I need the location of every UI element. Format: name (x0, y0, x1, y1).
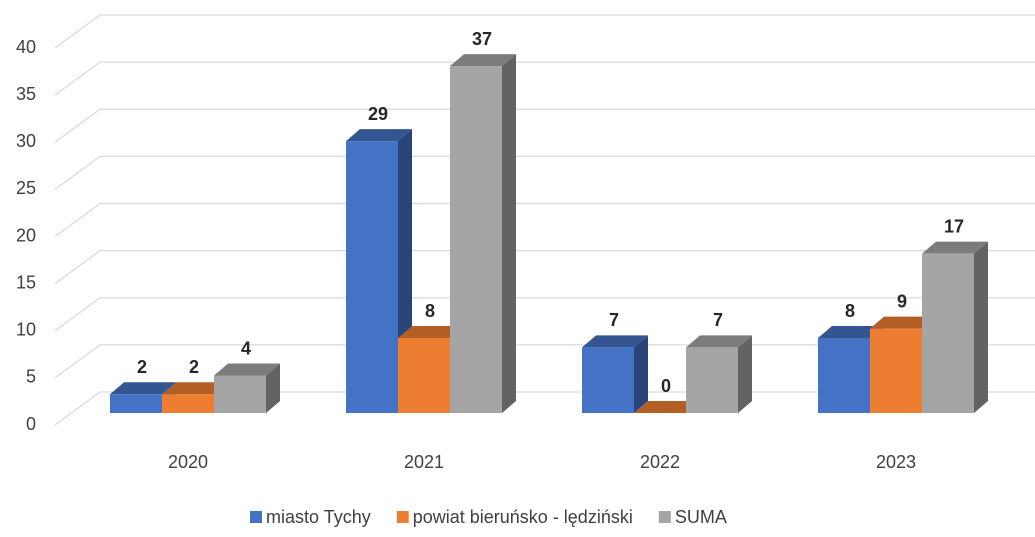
bar-front (398, 338, 450, 413)
y-tick-label: 40 (16, 37, 36, 57)
data-label: 29 (368, 104, 388, 124)
bar (634, 401, 700, 413)
bar-top (686, 335, 752, 348)
y-tick-label: 10 (16, 320, 36, 340)
x-tick-label: 2021 (404, 452, 444, 472)
grid-line (54, 108, 1035, 143)
bar (686, 335, 752, 413)
data-label: 2 (137, 357, 147, 377)
bar-side (738, 335, 752, 413)
data-label: 17 (944, 216, 964, 236)
data-label: 8 (845, 301, 855, 321)
y-tick-label: 5 (26, 367, 36, 387)
grid-line (54, 249, 1035, 285)
bar-front (450, 66, 502, 413)
bar-top (450, 54, 516, 67)
legend-label: powiat bieruńsko - lędziński (413, 507, 633, 527)
y-tick-label: 30 (16, 131, 36, 151)
grid-line (54, 61, 1035, 96)
bar-top (870, 316, 936, 329)
grid-line (54, 202, 1035, 238)
legend-swatch (658, 511, 671, 523)
data-label: 37 (472, 29, 492, 49)
bar-front (686, 347, 738, 413)
y-tick-label: 0 (26, 414, 36, 434)
grid-line (54, 155, 1035, 190)
x-tick-label: 2022 (640, 452, 680, 472)
bar (450, 54, 516, 413)
data-label: 7 (713, 310, 723, 330)
y-tick-label: 20 (16, 225, 36, 245)
x-tick-label: 2023 (876, 452, 916, 472)
y-tick-label: 35 (16, 84, 36, 104)
bar-front (162, 394, 214, 413)
bar (214, 363, 280, 413)
bar-side (974, 241, 988, 413)
bar-top (110, 382, 176, 395)
bar-top (818, 326, 884, 338)
bar-top (922, 241, 988, 254)
legend-label: SUMA (675, 507, 727, 527)
x-tick-label: 2020 (168, 452, 208, 472)
bar-front (922, 253, 974, 413)
y-tick-label: 15 (16, 272, 36, 292)
bar (162, 382, 228, 413)
bar-front (818, 338, 870, 413)
data-label: 7 (609, 310, 619, 330)
bar-top (582, 335, 648, 348)
bar-front (110, 394, 162, 413)
bar-front (870, 328, 922, 413)
grid-line (54, 14, 1035, 49)
bar (922, 241, 988, 413)
legend-label: miasto Tychy (266, 507, 371, 527)
bar-side (634, 335, 648, 413)
bar-top (634, 401, 700, 413)
data-label: 2 (189, 357, 199, 377)
bar-front (214, 375, 266, 413)
bar-front (346, 141, 398, 413)
bar (582, 335, 648, 413)
legend-swatch (396, 511, 409, 523)
bar-top (346, 129, 412, 142)
legend-swatch (250, 511, 262, 523)
bar-side (266, 363, 280, 413)
data-label: 9 (897, 291, 907, 311)
bar-top (214, 363, 280, 376)
grid-line (54, 297, 1035, 332)
bar-top (162, 382, 228, 395)
bar-side (502, 54, 516, 413)
bar-front (582, 347, 634, 413)
bar-top (398, 326, 464, 338)
data-label: 4 (241, 338, 251, 358)
y-tick-label: 25 (16, 178, 36, 198)
data-label: 0 (661, 376, 671, 396)
data-label: 8 (425, 301, 435, 321)
